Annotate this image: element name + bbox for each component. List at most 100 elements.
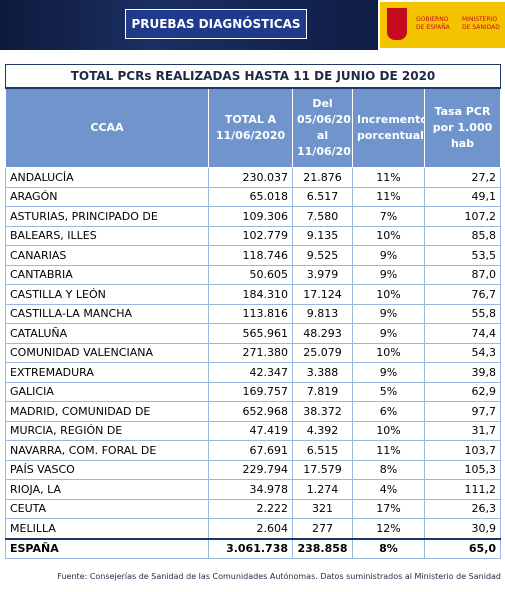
table-cell: 4%	[352, 479, 425, 500]
table-cell: 85,8	[423, 225, 502, 246]
table-cell: ESPAÑA	[5, 537, 209, 559]
table-cell: 9.135	[292, 225, 353, 246]
table-cell: 9.525	[292, 245, 353, 266]
table-cell: RIOJA, LA	[5, 479, 209, 500]
table-cell: PAÍS VASCO	[5, 459, 209, 480]
table-cell: 12%	[352, 518, 425, 539]
logo-left: GOBIERNO DE ESPAÑA	[416, 16, 450, 31]
table-cell: 3.061.738	[208, 537, 293, 559]
table-cell: 565.961	[208, 323, 293, 344]
table-cell: MELILLA	[5, 518, 209, 539]
table-row: CASTILLA Y LEÓN 184.310 17.124 10% 76,7	[5, 284, 502, 305]
table-row: ASTURIAS, PRINCIPADO DE 109.306 7.580 7% 107…	[5, 206, 502, 227]
table-cell: CANARIAS	[5, 245, 209, 266]
table-cell: 102.779	[208, 225, 293, 246]
table-row: MADRID, COMUNIDAD DE 652.968 38.372 6% 97,7	[5, 401, 502, 422]
table-cell: MURCIA, REGIÓN DE	[5, 420, 209, 441]
table-cell: CANTABRIA	[5, 264, 209, 285]
table-cell: 87,0	[423, 264, 502, 285]
table-cell: GALICIA	[5, 381, 209, 402]
footnote: Fuente: Consejerías de Sanidad de las Co…	[57, 572, 501, 581]
table-cell: 3.979	[292, 264, 353, 285]
table-cell: 53,5	[423, 245, 502, 266]
column-header: CCAA	[5, 87, 209, 168]
table-cell: 9%	[352, 245, 425, 266]
table-cell: 9%	[352, 264, 425, 285]
table-cell: 17.124	[292, 284, 353, 305]
table-row: GALICIA 169.757 7.819 5% 62,9	[5, 381, 502, 402]
table-cell: BALEARS, ILLES	[5, 225, 209, 246]
table-cell: 30,9	[423, 518, 502, 539]
table-cell: 9%	[352, 362, 425, 383]
table-cell: 31,7	[423, 420, 502, 441]
table-cell: 25.079	[292, 342, 353, 363]
table-cell: 113.816	[208, 303, 293, 324]
table-cell: 6.517	[292, 186, 353, 207]
table-cell: 9.813	[292, 303, 353, 324]
table-cell: 11%	[352, 167, 425, 188]
logo: GOBIERNO DE ESPAÑA MINISTERIO DE SANIDAD	[380, 2, 505, 48]
table-cell: 10%	[352, 225, 425, 246]
table-cell: 34.978	[208, 479, 293, 500]
table-cell: 7.819	[292, 381, 353, 402]
table-cell: 105,3	[423, 459, 502, 480]
column-header: Incremento porcentual	[352, 87, 425, 168]
table-cell: 1.274	[292, 479, 353, 500]
table-cell: 8%	[352, 537, 425, 559]
table-cell: 6.515	[292, 440, 353, 461]
table-cell: NAVARRA, COM. FORAL DE	[5, 440, 209, 461]
table-row: COMUNIDAD VALENCIANA 271.380 25.079 10% 54,3	[5, 342, 502, 363]
column-header: Tasa PCR por 1.000 hab	[423, 87, 502, 168]
table-cell: 47.419	[208, 420, 293, 441]
table-cell: 26,3	[423, 498, 502, 519]
table-body: ANDALUCÍA 230.037 21.876 11% 27,2 ARAGÓN 65.01…	[5, 167, 502, 559]
table-cell: 65,0	[423, 537, 502, 559]
table-cell: 230.037	[208, 167, 293, 188]
table-row: CANARIAS 118.746 9.525 9% 53,5	[5, 245, 502, 266]
table-title: TOTAL PCRs REALIZADAS HASTA 11 DE JUNIO …	[4, 64, 502, 89]
table-cell: 21.876	[292, 167, 353, 188]
header-title: PRUEBAS DIAGNÓSTICAS	[125, 9, 307, 39]
table-cell: 38.372	[292, 401, 353, 422]
table-cell: COMUNIDAD VALENCIANA	[5, 342, 209, 363]
table-cell: ASTURIAS, PRINCIPADO DE	[5, 206, 209, 227]
table-cell: 55,8	[423, 303, 502, 324]
column-header: TOTAL A 11/06/2020	[208, 87, 293, 168]
table-row: BALEARS, ILLES 102.779 9.135 10% 85,8	[5, 225, 502, 246]
table-cell: MADRID, COMUNIDAD DE	[5, 401, 209, 422]
table-cell: 103,7	[423, 440, 502, 461]
table-row: ESPAÑA 3.061.738 238.858 8% 65,0	[5, 537, 502, 559]
table-cell: 39,8	[423, 362, 502, 383]
table-cell: CATALUÑA	[5, 323, 209, 344]
table-cell: ARAGÓN	[5, 186, 209, 207]
table-cell: CASTILLA-LA MANCHA	[5, 303, 209, 324]
table-cell: 7%	[352, 206, 425, 227]
table-row: CATALUÑA 565.961 48.293 9% 74,4	[5, 323, 502, 344]
table-cell: 9%	[352, 303, 425, 324]
table-cell: 652.968	[208, 401, 293, 422]
table-cell: 7.580	[292, 206, 353, 227]
table-row: CANTABRIA 50.605 3.979 9% 87,0	[5, 264, 502, 285]
table-row: ANDALUCÍA 230.037 21.876 11% 27,2	[5, 167, 502, 188]
table-cell: 107,2	[423, 206, 502, 227]
logo-right: MINISTERIO DE SANIDAD	[462, 16, 500, 31]
table-cell: 8%	[352, 459, 425, 480]
table-cell: 48.293	[292, 323, 353, 344]
table-cell: CASTILLA Y LEÓN	[5, 284, 209, 305]
table-row: NAVARRA, COM. FORAL DE 67.691 6.515 11% 103,…	[5, 440, 502, 461]
table-row: EXTREMADURA 42.347 3.388 9% 39,8	[5, 362, 502, 383]
table-cell: 49,1	[423, 186, 502, 207]
table-cell: 9%	[352, 323, 425, 344]
table-cell: 42.347	[208, 362, 293, 383]
table-cell: 10%	[352, 342, 425, 363]
table-cell: 17%	[352, 498, 425, 519]
table-row: ARAGÓN 65.018 6.517 11% 49,1	[5, 186, 502, 207]
table-cell: 76,7	[423, 284, 502, 305]
table-cell: 10%	[352, 284, 425, 305]
table-cell: 277	[292, 518, 353, 539]
table-cell: 5%	[352, 381, 425, 402]
table-row: PAÍS VASCO 229.794 17.579 8% 105,3	[5, 459, 502, 480]
table-cell: 10%	[352, 420, 425, 441]
table-row: RIOJA, LA 34.978 1.274 4% 111,2	[5, 479, 502, 500]
